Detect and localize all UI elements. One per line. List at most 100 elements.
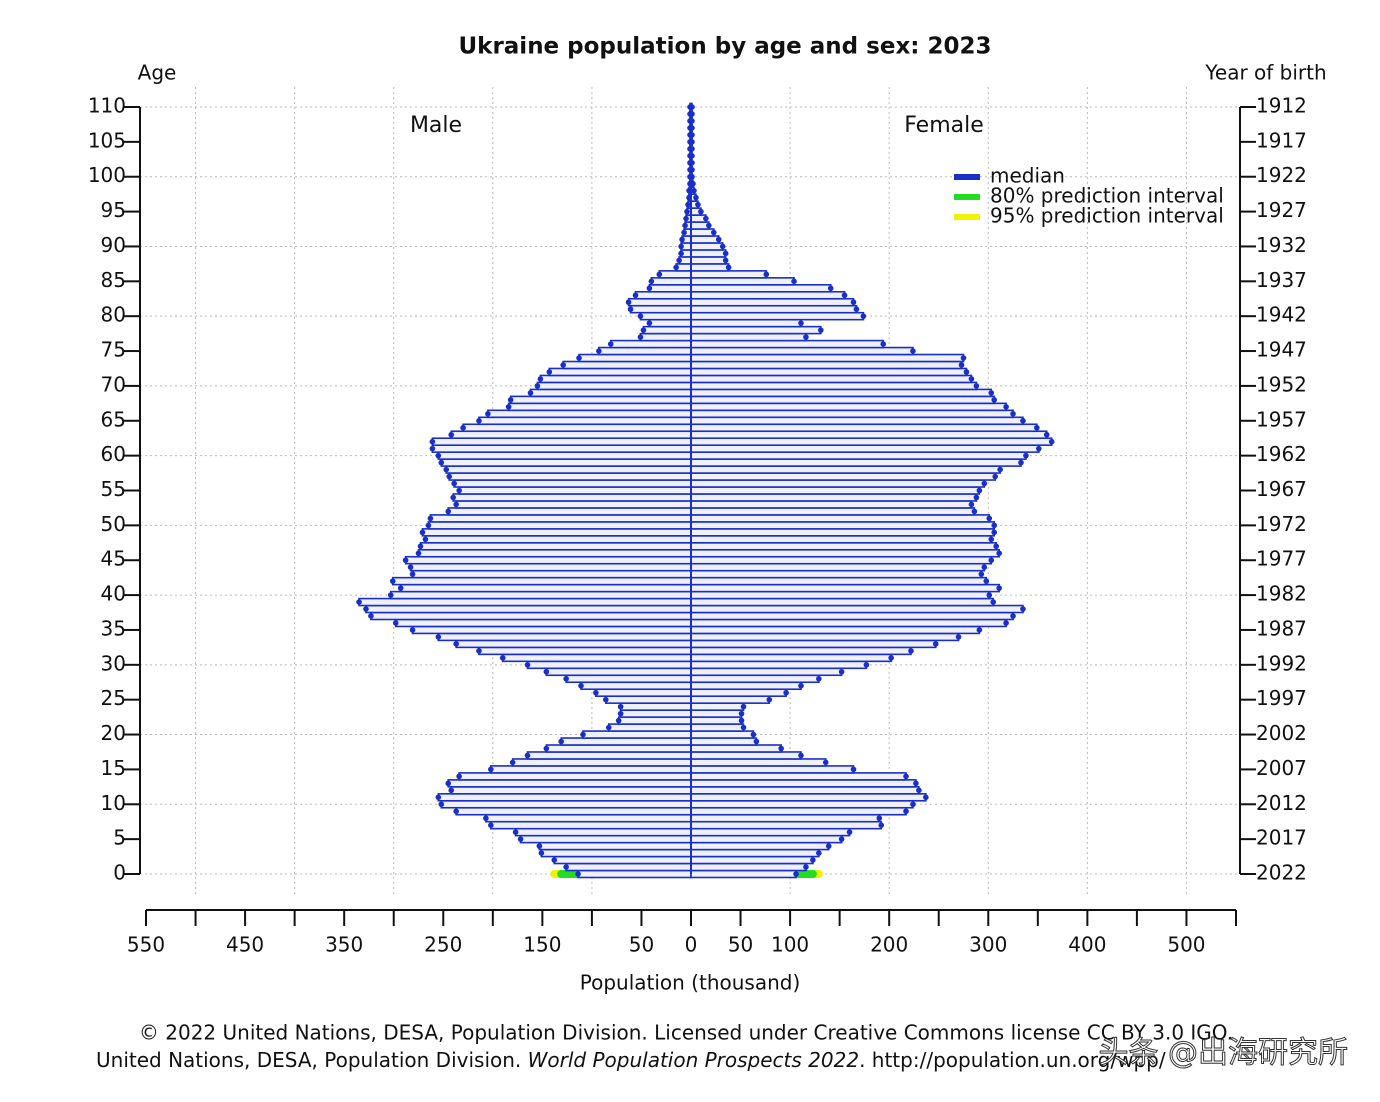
bar-end [997,466,1003,473]
bar [458,486,692,495]
bar-end [460,424,466,431]
bar [650,277,692,286]
bar [690,820,883,830]
x-tick-label: 250 [424,933,462,957]
bar [455,500,692,509]
bar-end [791,278,797,285]
bar [609,339,692,349]
bar-end [476,417,482,424]
chart-title: Ukraine population by age and sex: 2023 [458,34,991,60]
bar-end [976,487,983,494]
bar [553,855,692,865]
bar-end [822,759,829,766]
y-tick-label: 65 [101,407,126,431]
bar [690,535,993,544]
bar-end [793,871,799,877]
y2-tick-label: 1982 [1256,582,1307,606]
bar [421,528,692,537]
bar [690,256,727,265]
bar-end [803,864,809,870]
bar-end [673,264,679,271]
bar [690,709,743,718]
bar-end [402,557,409,564]
bar [431,444,692,453]
bar [455,806,692,816]
bar-end [1023,452,1029,459]
bar-end [988,536,995,543]
bar-end [509,759,516,766]
bar [690,541,998,551]
bar [690,702,745,711]
bar [458,772,692,781]
bar [690,339,885,349]
bar [648,284,692,293]
bar [690,646,912,656]
bar-end [485,411,491,417]
bar-end [1003,404,1009,410]
y-tick-label: 50 [101,512,126,536]
bar-end [991,397,998,403]
bar [404,555,692,565]
bar-end [798,320,804,326]
bar-end [932,641,939,647]
bar-end [1036,445,1042,452]
bar [690,862,807,872]
bar [545,667,692,677]
y2-tick-label: 1987 [1256,616,1307,640]
bar-end [505,404,512,410]
bar-end [538,850,545,856]
bar [639,332,692,342]
bar-end [725,264,732,271]
bar-end [973,494,980,501]
bar-end [963,369,970,375]
bar-end [448,787,455,794]
y-tick-label: 60 [101,442,126,466]
bar [690,625,981,635]
bar [690,583,1000,593]
bar-end [476,648,482,654]
y2-tick-label: 1997 [1256,686,1307,710]
bar-end [563,675,569,682]
bar [690,799,914,809]
bar [690,737,758,746]
footer-line: © 2022 United Nations, DESA, Population … [139,1021,1233,1045]
y2-tick-label: 1952 [1256,372,1307,396]
bar-end [766,696,773,703]
bar [450,786,692,795]
bar-end [563,864,569,870]
bar-end [429,445,436,452]
bar-end [988,390,995,396]
footer-part: United Nations, DESA, Population Divisio… [96,1048,521,1072]
bar-end [698,208,704,215]
bar-end [551,857,558,863]
bar-end [578,682,584,689]
bar [514,827,692,837]
bar-end [389,578,396,584]
bar-end [632,292,639,299]
bar-end [435,452,442,459]
y2-tick-label: 1912 [1256,94,1307,118]
bar [399,583,692,593]
footer-line: United Nations, DESA, Population Divisio… [96,1048,1166,1072]
bar [617,716,692,725]
bar [540,848,692,858]
bar-end [517,836,524,842]
bar-end [750,731,757,738]
bar [690,562,986,572]
bar-end [419,529,426,536]
male-label: Male [410,113,462,138]
bar-end [676,257,682,264]
y-tick-label: 100 [88,163,126,187]
bar-end [435,794,442,801]
bar [690,869,797,879]
bar [595,688,692,697]
bar [580,681,692,691]
bar-end [646,285,653,292]
bar-end [409,571,416,577]
y-tick-label: 20 [101,721,126,745]
bar [690,639,937,649]
bar-end [1020,417,1026,424]
bar-end [838,836,845,842]
bar-end [387,592,394,598]
bar-end [499,655,506,661]
